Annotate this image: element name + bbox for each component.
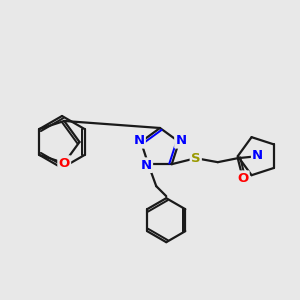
Text: O: O [237, 172, 248, 185]
Text: N: N [134, 134, 145, 147]
Text: S: S [191, 152, 201, 165]
Text: N: N [176, 134, 187, 147]
Text: N: N [141, 159, 152, 172]
Text: O: O [58, 157, 70, 169]
Text: N: N [252, 149, 263, 162]
